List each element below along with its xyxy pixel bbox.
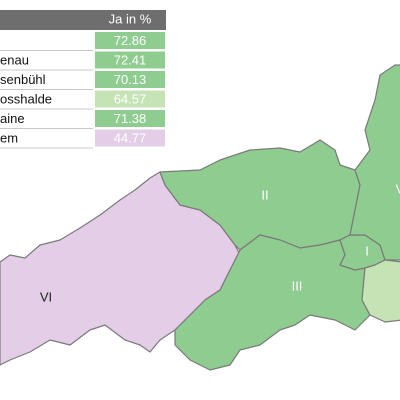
value-cell <box>95 129 165 147</box>
value-cell <box>95 71 165 88</box>
map: II III VI I V <box>0 64 400 371</box>
results-table: Ja in % 72.86 enau 72.41 senbühl 70.13 osshal… <box>0 10 166 149</box>
region-iv <box>361 259 400 323</box>
region-label: V <box>396 181 400 196</box>
row-value: 44.77 <box>114 130 147 145</box>
row-value: 72.41 <box>114 52 147 67</box>
row-name: enau <box>0 52 29 67</box>
value-cell <box>95 110 165 127</box>
region-label: I <box>365 243 369 258</box>
region-iii <box>174 234 371 371</box>
value-cell <box>95 90 165 108</box>
table-header <box>0 10 166 30</box>
region-v <box>349 64 400 261</box>
value-cell <box>95 32 165 49</box>
row-name: senbühl <box>0 72 46 87</box>
region-label: III <box>292 278 303 293</box>
region-label: VI <box>40 289 52 304</box>
row-value: 72.86 <box>114 33 147 48</box>
row-name: em <box>0 130 18 145</box>
row-name: osshalde <box>0 91 52 106</box>
row-name: aine <box>0 111 25 126</box>
row-value: 64.57 <box>114 91 147 106</box>
row-value: 70.13 <box>114 72 147 87</box>
value-cell <box>95 51 165 69</box>
header-text: Ja in % <box>109 11 152 26</box>
row-value: 71.38 <box>114 111 147 126</box>
region-label: II <box>261 187 268 202</box>
